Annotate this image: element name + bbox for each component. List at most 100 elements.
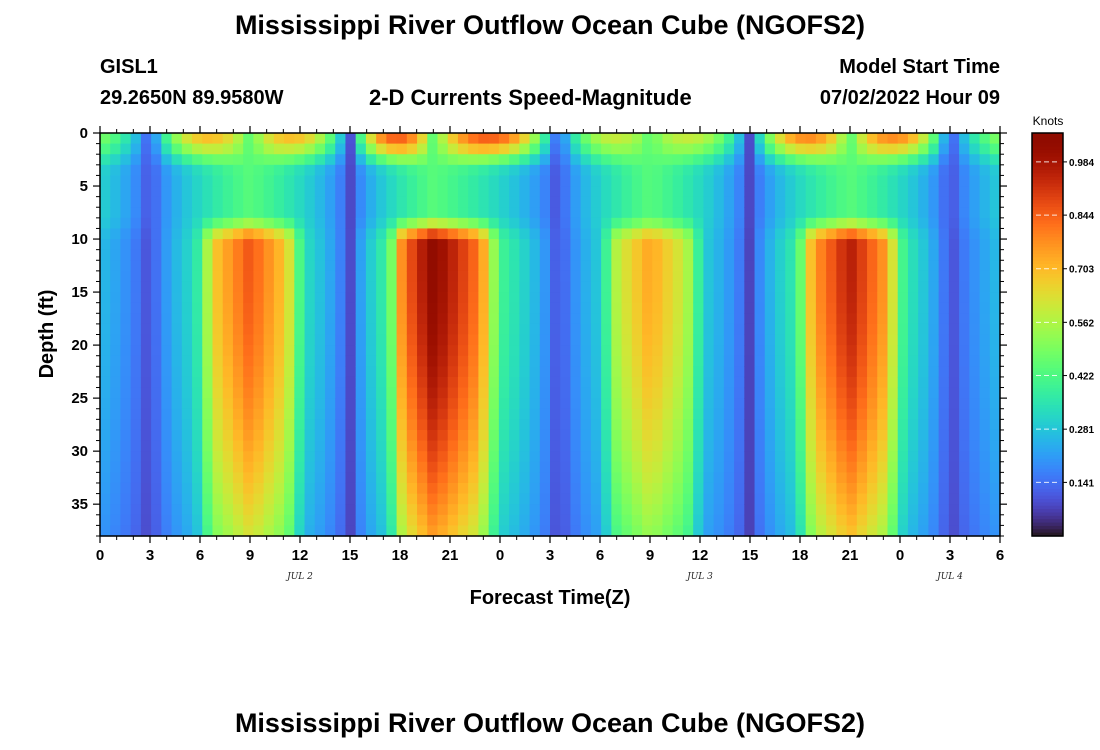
heatmap-cell [693,228,705,240]
heatmap-cell [273,313,285,325]
heatmap-cell [202,292,214,304]
heatmap-cell [856,387,868,399]
heatmap-cell [100,260,111,272]
heatmap-cell [222,239,234,251]
heatmap-cell [867,376,878,389]
heatmap-cell [427,186,439,198]
heatmap-cell [918,196,930,208]
heatmap-cell [376,525,387,537]
heatmap-cell [815,249,827,261]
heatmap-cell [488,419,500,431]
heatmap-cell [642,133,653,145]
heatmap-cell [253,133,265,145]
heatmap-cell [222,525,234,537]
heatmap-cell [120,239,132,251]
heatmap-cell [754,408,766,420]
heatmap-cell [826,355,837,367]
heatmap-cell [120,164,132,177]
heatmap-cell [539,302,551,314]
heatmap-cell [294,196,306,208]
heatmap-cell [897,345,909,357]
heatmap-cell [509,408,520,420]
heatmap-cell [570,281,582,293]
heatmap-cell [519,302,531,314]
heatmap-cell [273,429,285,442]
heatmap-cell [243,514,255,526]
heatmap-cell [232,260,244,272]
heatmap-cell [437,302,449,314]
heatmap-cell [171,302,183,314]
heatmap-cell [488,196,500,208]
heatmap-cell [744,133,756,145]
heatmap-cell [795,493,807,505]
heatmap-cell [601,323,612,336]
heatmap-cell [488,270,500,283]
colorbar-swatch [1032,415,1063,420]
heatmap-cell [693,514,705,526]
heatmap-cell [365,175,377,187]
heatmap-cell [376,419,387,431]
heatmap-cell [263,207,275,219]
heatmap-cell [703,472,715,484]
heatmap-cell [294,440,306,452]
heatmap-cell [979,334,991,346]
heatmap-cell [662,514,674,526]
heatmap-cell [498,419,510,431]
heatmap-cell [969,154,981,166]
heatmap-cell [539,313,551,325]
heatmap-cell [202,334,214,346]
heatmap-cell [539,154,551,166]
heatmap-cell [856,133,868,145]
heatmap-cell [785,249,797,261]
heatmap-cell [202,313,214,325]
heatmap-cell [959,207,970,219]
heatmap-cell [406,154,418,166]
heatmap-cell [652,302,664,314]
heatmap-cell [989,228,1001,240]
heatmap-cell [171,186,183,198]
heatmap-cell [314,164,326,177]
heatmap-cell [120,186,132,198]
heatmap-cell [325,429,336,442]
heatmap-cell [580,302,592,314]
heatmap-cell [396,154,408,166]
heatmap-cell [642,281,653,293]
heatmap-cell [171,292,183,304]
heatmap-cell [314,387,326,399]
heatmap-cell [723,408,735,420]
heatmap-cell [406,398,418,410]
heatmap-cell [867,175,878,187]
heatmap-cell [427,525,439,537]
heatmap-cell [570,164,582,177]
heatmap-cell [457,302,469,314]
heatmap-cell [887,345,899,357]
heatmap-cell [294,292,306,304]
heatmap-cell [560,323,572,336]
heatmap-cell [100,249,111,261]
heatmap-cell [836,355,848,367]
heatmap-cell [642,292,653,304]
colorbar-swatch [1032,472,1063,477]
heatmap-cell [744,143,756,155]
heatmap-cell [959,260,970,272]
heatmap-cell [263,133,275,145]
heatmap-cell [120,514,132,526]
heatmap-cell [376,398,387,410]
heatmap-cell [887,228,899,240]
heatmap-cell [284,419,295,431]
colorbar-swatch [1032,482,1063,487]
heatmap-cell [672,281,684,293]
heatmap-cell [877,164,889,177]
heatmap-cell [744,440,756,452]
heatmap-cell [805,207,817,219]
heatmap-cell [826,217,837,230]
heatmap-cell [386,398,398,410]
heatmap-cell [151,451,162,463]
heatmap-cell [846,355,858,367]
heatmap-cell [703,186,715,198]
heatmap-cell [918,164,930,177]
heatmap-cell [682,154,694,166]
heatmap-cell [222,143,234,155]
heatmap-cell [529,313,541,325]
heatmap-cell [744,461,756,473]
